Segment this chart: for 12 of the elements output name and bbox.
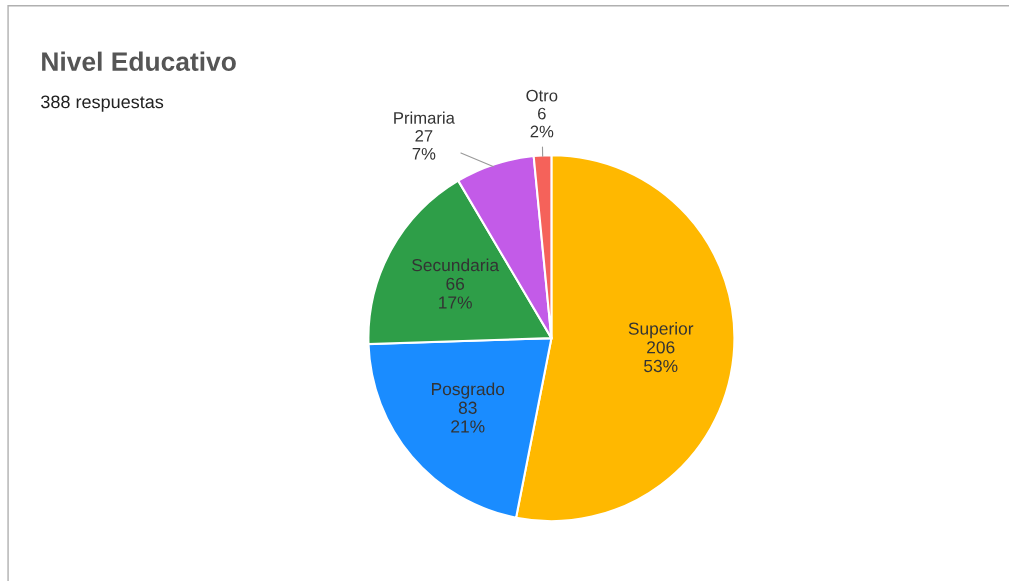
data-label: 27 7%	[412, 129, 436, 160]
slice-label: Posgrado	[432, 382, 505, 399]
slice-label: Primaria	[394, 111, 455, 124]
data-label: 83 21%	[451, 401, 485, 433]
data-label: 6 2%	[530, 107, 554, 138]
text: 388 respuestas	[41, 95, 164, 112]
data-label: 66 17%	[439, 277, 472, 309]
data-label: 206 53%	[644, 341, 678, 373]
text: Nivel Educativo	[42, 51, 236, 71]
slice-label: Superior	[628, 322, 694, 339]
slice-label: Secundaria	[412, 258, 500, 272]
slice-label: Otro	[526, 89, 558, 102]
